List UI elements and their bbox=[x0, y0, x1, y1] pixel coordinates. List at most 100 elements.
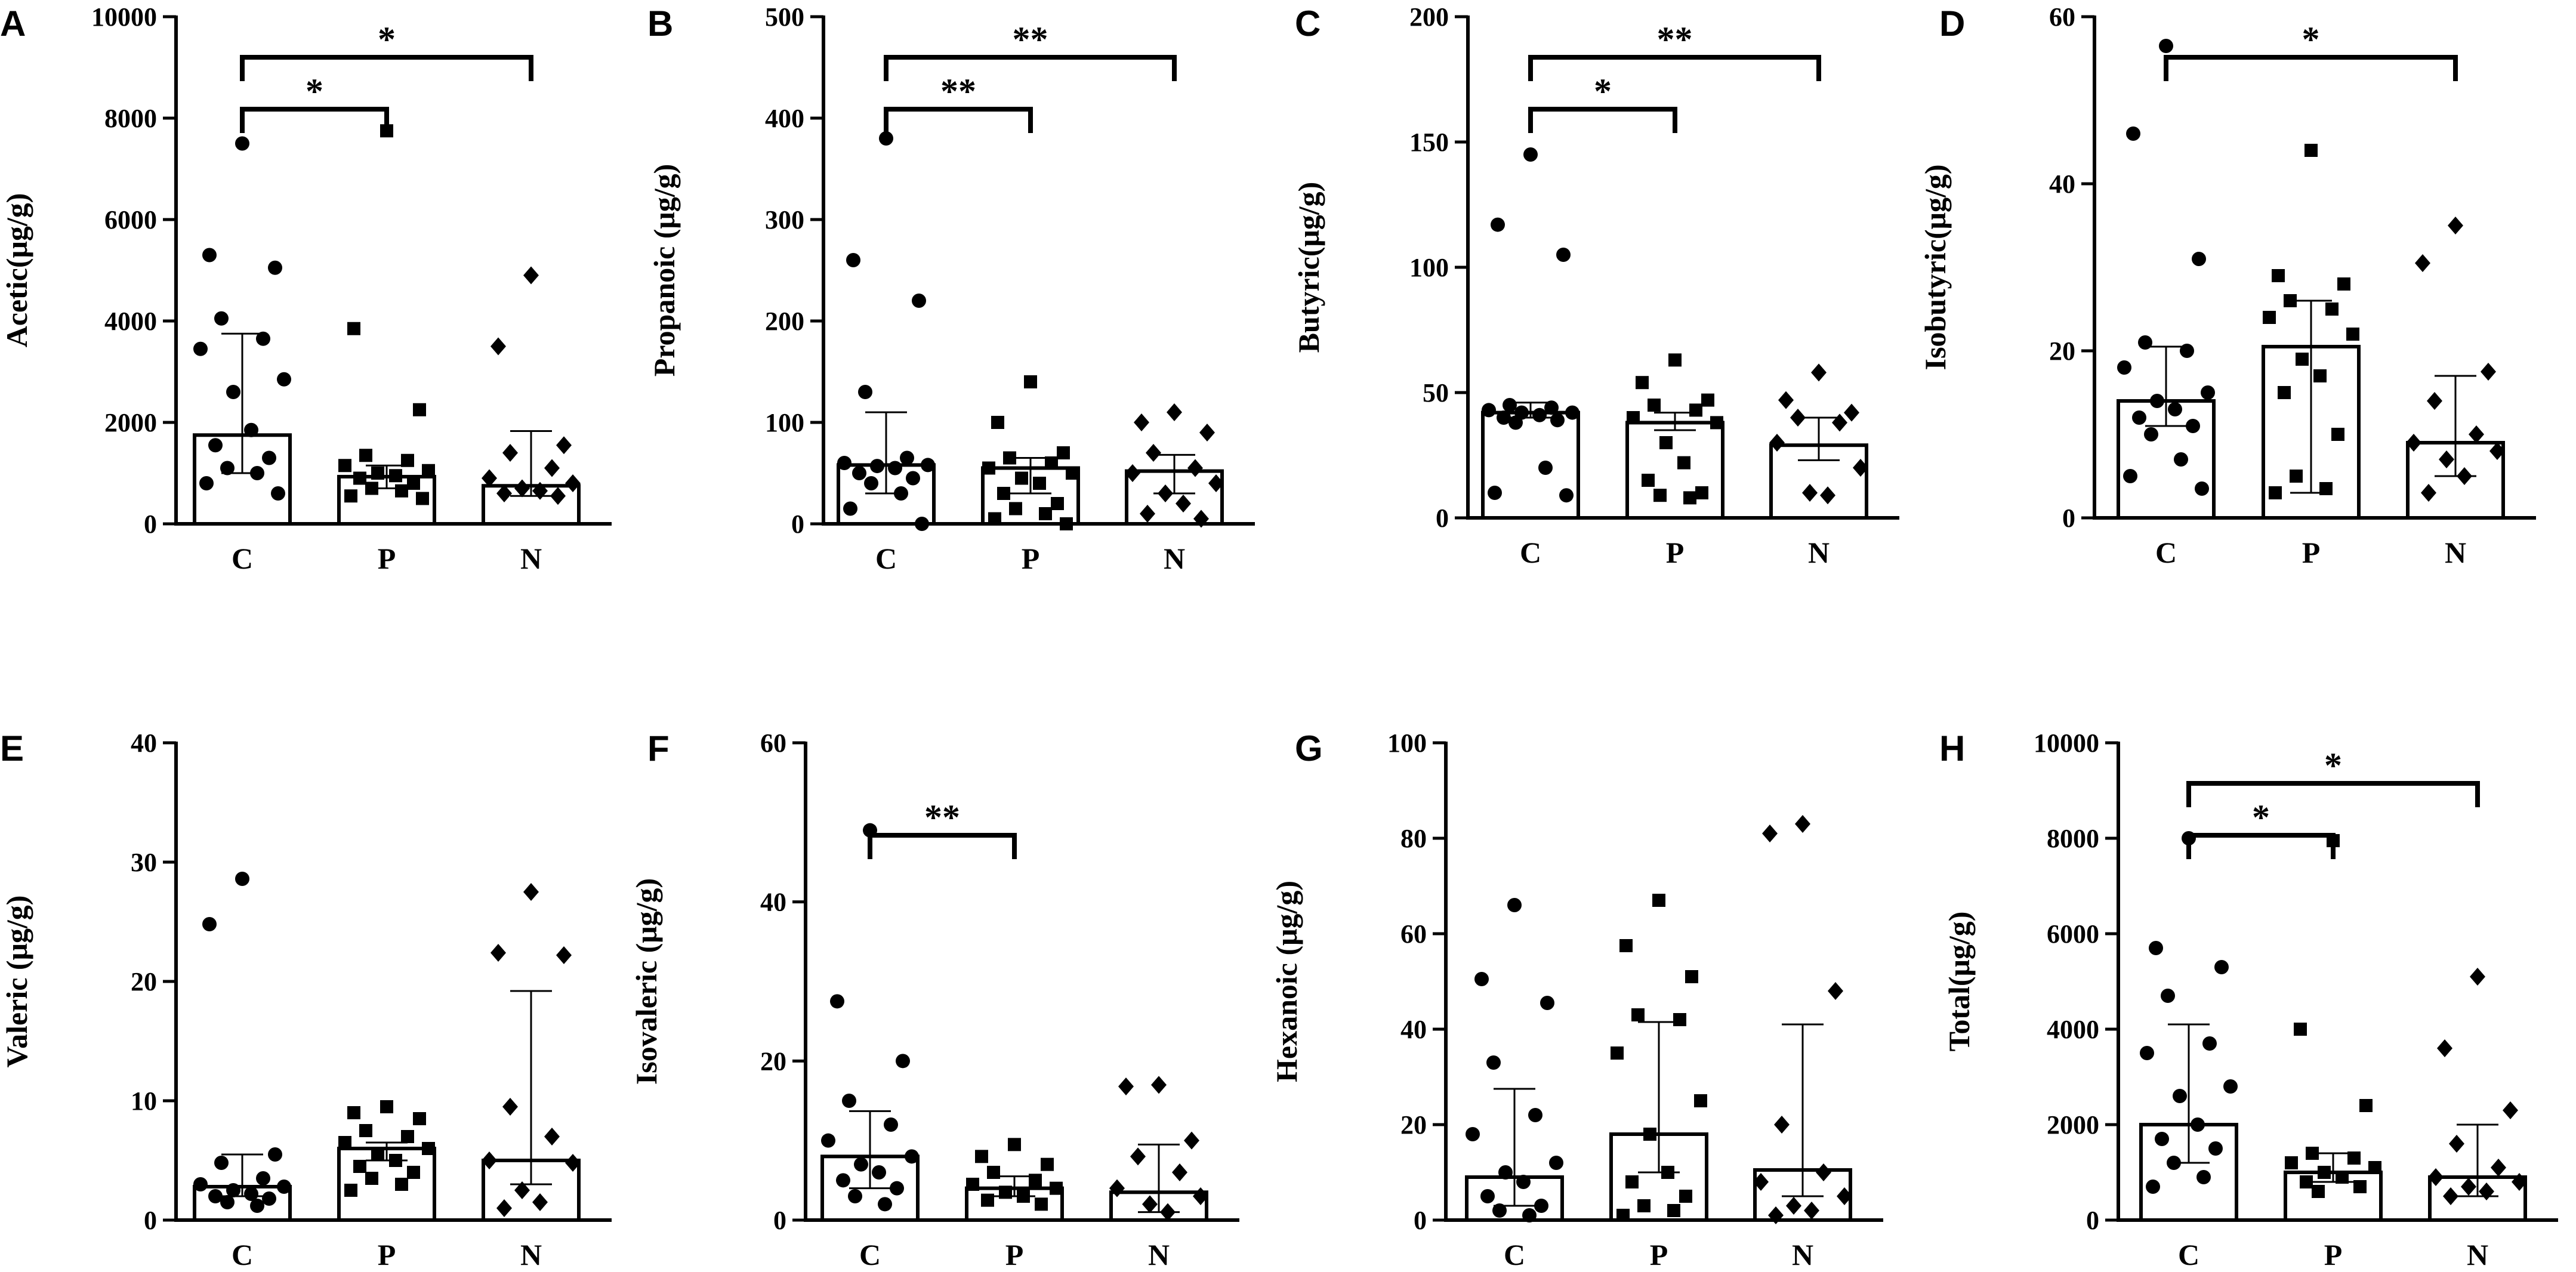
data-point-c bbox=[250, 466, 264, 480]
data-point-p bbox=[416, 492, 429, 505]
data-point-p bbox=[991, 416, 1004, 429]
significance-marker: ** bbox=[1013, 20, 1048, 59]
data-point-p bbox=[2263, 311, 2276, 324]
data-point-p bbox=[365, 1172, 378, 1185]
data-point-n bbox=[1786, 1197, 1801, 1215]
significance-marker: * bbox=[306, 72, 323, 111]
data-point-p bbox=[1066, 467, 1079, 480]
significance-marker: ** bbox=[1657, 20, 1693, 59]
panel-f: F 0 20 40 60 Isovaleric (μg/g) C P N ** bbox=[630, 728, 1239, 1271]
data-point-n bbox=[2470, 968, 2485, 986]
data-point-n bbox=[2479, 1183, 2494, 1200]
y-axis-label: Valeric (μg/g) bbox=[0, 896, 33, 1068]
data-point-c bbox=[262, 450, 276, 465]
data-point-p bbox=[344, 489, 357, 503]
x-tick-label-p: P bbox=[2324, 1238, 2343, 1271]
data-point-c bbox=[864, 476, 878, 490]
data-point-p bbox=[371, 1148, 384, 1161]
significance-marker: * bbox=[2252, 798, 2270, 837]
data-point-n bbox=[1199, 424, 1215, 442]
significance-bracket-line bbox=[240, 55, 533, 81]
data-point-p bbox=[1679, 1190, 1692, 1203]
data-point-n bbox=[490, 944, 506, 962]
data-point-n bbox=[502, 1098, 518, 1116]
data-point-c bbox=[2167, 1156, 2181, 1170]
data-point-p bbox=[344, 1184, 357, 1197]
panel-letter: D bbox=[1939, 4, 1965, 44]
data-point-p bbox=[2284, 294, 2297, 307]
data-point-n bbox=[2481, 363, 2496, 381]
data-point-p bbox=[347, 1106, 360, 1119]
data-point-c bbox=[915, 517, 929, 531]
data-point-c bbox=[2161, 989, 2175, 1003]
data-point-n bbox=[1142, 1195, 1158, 1214]
data-point-n bbox=[556, 946, 572, 964]
data-point-p bbox=[2290, 470, 2303, 483]
data-point-c bbox=[2195, 481, 2209, 496]
x-tick-label-c: C bbox=[2155, 536, 2177, 569]
data-point-p bbox=[1611, 1046, 1624, 1060]
y-tick-label: 0 bbox=[144, 1206, 157, 1235]
data-point-p bbox=[1039, 507, 1052, 520]
data-point-p bbox=[389, 1154, 402, 1167]
data-point-n bbox=[1158, 484, 1173, 502]
data-point-n bbox=[556, 436, 572, 455]
data-point-c bbox=[1522, 1208, 1537, 1222]
data-point-p bbox=[2294, 1023, 2307, 1036]
data-point-p bbox=[2331, 428, 2344, 441]
data-point-p bbox=[1045, 456, 1058, 470]
data-point-c bbox=[226, 1183, 240, 1197]
data-point-p bbox=[2272, 269, 2285, 282]
data-point-p bbox=[987, 1166, 1000, 1179]
y-axis-label: Total(μg/g) bbox=[1942, 912, 1976, 1052]
error-bar-n bbox=[2457, 1123, 2498, 1197]
data-point-n bbox=[1187, 459, 1203, 477]
data-point-n bbox=[2503, 1101, 2518, 1119]
data-point-p bbox=[389, 469, 402, 483]
y-tick-label: 20 bbox=[760, 1046, 786, 1076]
panel-letter: F bbox=[647, 728, 670, 768]
data-point-n bbox=[1837, 1187, 1852, 1205]
data-point-p bbox=[2359, 1099, 2373, 1112]
y-tick-label: 8000 bbox=[104, 104, 157, 133]
significance-bracket-line bbox=[2164, 55, 2458, 81]
data-point-p bbox=[1616, 1209, 1630, 1222]
data-point-c bbox=[1528, 1108, 1542, 1122]
data-point-c bbox=[1534, 1199, 1548, 1213]
x-tick-label-n: N bbox=[2467, 1238, 2488, 1271]
data-point-p bbox=[407, 1166, 420, 1179]
x-tick-label-p: P bbox=[378, 1238, 396, 1271]
significance-bracket: * bbox=[240, 72, 389, 133]
y-tick-label: 10 bbox=[131, 1086, 157, 1116]
data-point-p bbox=[1015, 471, 1028, 485]
y-tick-label: 0 bbox=[2062, 504, 2075, 533]
data-point-p bbox=[1017, 1190, 1030, 1203]
error-bar-n bbox=[1782, 1023, 1824, 1197]
data-point-c bbox=[843, 501, 857, 516]
data-point-p bbox=[338, 1136, 351, 1149]
data-point-c bbox=[2201, 385, 2215, 400]
data-point-p bbox=[1661, 1166, 1674, 1179]
data-point-n bbox=[1828, 982, 1843, 1000]
data-point-c bbox=[2146, 1180, 2160, 1194]
data-point-p bbox=[2337, 277, 2350, 291]
panel-letter: G bbox=[1295, 728, 1323, 768]
data-point-p bbox=[1677, 456, 1690, 470]
x-tick-label-n: N bbox=[1164, 542, 1185, 575]
data-point-c bbox=[1516, 1175, 1531, 1189]
panel-d: D 0 20 40 60 Isobutyric(μg/g) C P N * bbox=[1918, 2, 2536, 569]
data-point-n bbox=[2449, 1135, 2464, 1153]
data-point-p bbox=[1637, 1199, 1651, 1212]
data-point-n bbox=[490, 337, 506, 356]
data-point-c bbox=[214, 311, 229, 326]
data-point-p bbox=[1627, 411, 1640, 424]
data-point-n bbox=[550, 487, 566, 505]
y-axis-label: Propanoic (μg/g) bbox=[647, 164, 681, 377]
y-tick-label: 60 bbox=[1400, 919, 1427, 949]
data-point-c bbox=[2117, 360, 2131, 375]
y-tick-label: 0 bbox=[1436, 504, 1449, 533]
data-point-p bbox=[2306, 1147, 2319, 1160]
data-point-p bbox=[1050, 1181, 1063, 1195]
